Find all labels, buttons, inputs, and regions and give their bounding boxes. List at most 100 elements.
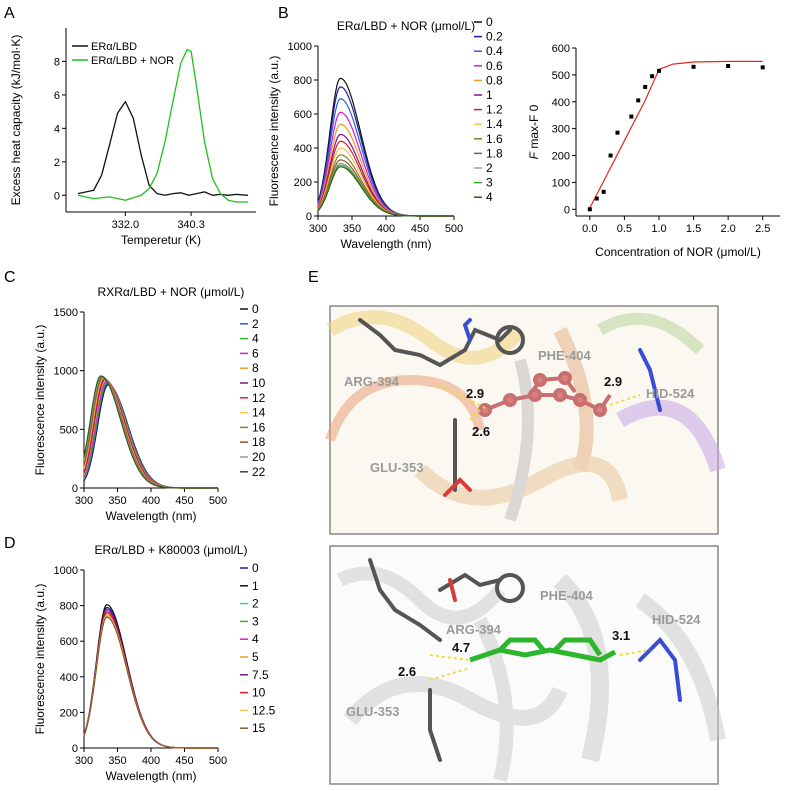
residue-label-phe404-top: PHE-404 <box>538 348 592 363</box>
chart-b-right-ylabel-f: F <box>527 151 541 159</box>
chart-d-series-line <box>83 606 218 749</box>
chart-b-left-legend-label: 1.6 <box>486 132 503 146</box>
chart-d-ytick-label: 800 <box>60 601 78 613</box>
chart-b-left-legend-label: 0 <box>486 15 493 29</box>
chart-d-xtick-label: 300 <box>75 755 93 767</box>
chart-b-left-xtick-label: 400 <box>377 223 395 235</box>
chart-b-right-point <box>629 114 634 119</box>
distance-label-arg394-top: 2.9 <box>466 386 484 401</box>
chart-d-series-line <box>83 612 218 749</box>
chart-c-series-line <box>83 377 218 489</box>
chart-a-legend-label: ERα/LBD + NOR <box>91 55 174 67</box>
chart-d-legend-label: 2 <box>252 597 259 611</box>
chart-b-left-ytick-label: 600 <box>294 109 312 121</box>
chart-c-series-line <box>83 382 218 489</box>
chart-b-left-legend-label: 4 <box>486 190 493 204</box>
chart-d-ytick-label: 400 <box>60 672 78 684</box>
chart-b-right-point <box>726 64 731 69</box>
chart-c-ytick-label: 1000 <box>54 366 78 378</box>
chart-c-series-line <box>83 379 218 489</box>
distance-label-arg394-bottom: 4.7 <box>452 640 470 655</box>
chart-b-left-xtick-label: 500 <box>445 223 463 235</box>
chart-b-right-xtick-label: 0.0 <box>582 223 597 235</box>
chart-c-legend-label: 2 <box>252 317 259 331</box>
panel-letter-a: A <box>4 5 15 22</box>
chart-b-left-legend-label: 2 <box>486 161 493 175</box>
chart-a-xlabel: Temperetur (K) <box>121 233 201 247</box>
chart-b-right-ylabel: F max-F 0 <box>527 104 541 159</box>
chart-b-right-point <box>760 65 765 70</box>
chart-c-xlabel: Wavelength (nm) <box>106 509 197 523</box>
chart-a-series-line <box>77 100 249 196</box>
chart-d-ytick-label: 1000 <box>54 565 78 577</box>
chart-b-left-series-line <box>317 133 454 217</box>
chart-c-xtick-label: 300 <box>75 495 93 507</box>
chart-b-right-xtick-label: 2.5 <box>755 223 770 235</box>
residue-label-glu353-bottom: GLU-353 <box>346 704 399 719</box>
chart-d: 0 200 400 600 800 1000 300 350 400 450 500 0 1 2 3 4 5 7.… <box>33 543 276 783</box>
chart-b-right-ytick-label: 400 <box>552 97 570 109</box>
chart-b-right-point <box>650 74 655 79</box>
chart-b-left-legend-label: 1 <box>486 88 493 102</box>
chart-b-left-ytick-label: 400 <box>294 143 312 155</box>
chart-d-series-line <box>83 616 218 749</box>
chart-a-ytick-label: 4 <box>54 123 60 135</box>
chart-b-right-point <box>636 98 641 103</box>
panel-letter-b: B <box>278 5 289 22</box>
chart-c-xtick-label: 500 <box>209 495 227 507</box>
chart-d-legend-label: 4 <box>252 632 259 646</box>
residue-label-arg394-bottom: ARG-394 <box>446 622 502 637</box>
chart-d-series-line <box>83 614 218 749</box>
hbond-dashes-top <box>439 384 641 421</box>
chart-d-xlabel: Wavelength (nm) <box>106 769 197 783</box>
chart-c-series-line <box>83 381 218 489</box>
chart-d-ytick-label: 200 <box>60 707 78 719</box>
residue-label-arg394-top: ARG-394 <box>344 374 400 389</box>
chart-c-series-line <box>83 378 218 489</box>
chart-b-left-series-line <box>317 123 454 217</box>
chart-a-legend-label: ERα/LBD <box>91 41 137 53</box>
chart-b-right-ytick-label: 300 <box>552 124 570 136</box>
chart-d-xtick-label: 400 <box>142 755 160 767</box>
chart-d-series-line <box>83 604 218 749</box>
chart-b-left-legend-label: 1.2 <box>486 103 503 117</box>
docking-panel-top: 2.9 2.9 2.6 PHE-404 ARG-394 HID-524 GLU-… <box>325 305 726 535</box>
chart-b-left-series-line <box>317 98 454 217</box>
chart-b-right-xtick-label: 1.0 <box>651 223 666 235</box>
chart-d-series-line <box>83 612 218 749</box>
protein-ribbons-top <box>325 310 726 522</box>
chart-b-left-legend-label: 0.4 <box>486 44 503 58</box>
chart-a-ylabel: Excess heat capacity (kJ/mol·K) <box>9 35 23 206</box>
chart-c-legend-label: 4 <box>252 332 259 346</box>
distance-label-hid524-bottom: 3.1 <box>612 628 630 643</box>
chart-b-right-point <box>615 130 620 135</box>
chart-c-legend-label: 6 <box>252 346 259 360</box>
chart-d-legend-label: 15 <box>252 721 266 735</box>
chart-a-xtick-label: 332.0 <box>112 219 140 231</box>
chart-c-series-line <box>83 378 218 489</box>
panel-letter-e: E <box>308 269 319 286</box>
residue-sticks-top <box>358 318 662 497</box>
chart-c-xtick-label: 450 <box>175 495 193 507</box>
chart-b-left-ytick-label: 0 <box>306 211 312 223</box>
chart-d-ytick-label: 600 <box>60 636 78 648</box>
chart-a-series-line <box>77 49 249 203</box>
chart-b-left-title: ERα/LBD + NOR (μmol/L) <box>337 19 475 33</box>
chart-a-ytick-label: 6 <box>54 90 60 102</box>
chart-b-left-xtick-label: 450 <box>411 223 429 235</box>
chart-c-series-line <box>83 384 218 489</box>
distance-label-glu353-top: 2.6 <box>472 424 490 439</box>
chart-d-ylabel: Fluorescence intensity (a.u.) <box>33 584 47 735</box>
chart-d-xtick-label: 450 <box>175 755 193 767</box>
chart-b-right-point <box>656 68 661 73</box>
chart-c-xtick-label: 350 <box>108 495 126 507</box>
chart-c-legend-label: 20 <box>252 450 266 464</box>
chart-b-right-point <box>601 189 606 194</box>
chart-b-right-ytick-label: 500 <box>552 70 570 82</box>
chart-a-ytick-label: 0 <box>54 190 60 202</box>
chart-b-left-legend-label: 3 <box>486 176 493 190</box>
chart-b-left-xlabel: Wavelength (nm) <box>341 237 432 251</box>
chart-b-left-series-line <box>317 77 454 217</box>
